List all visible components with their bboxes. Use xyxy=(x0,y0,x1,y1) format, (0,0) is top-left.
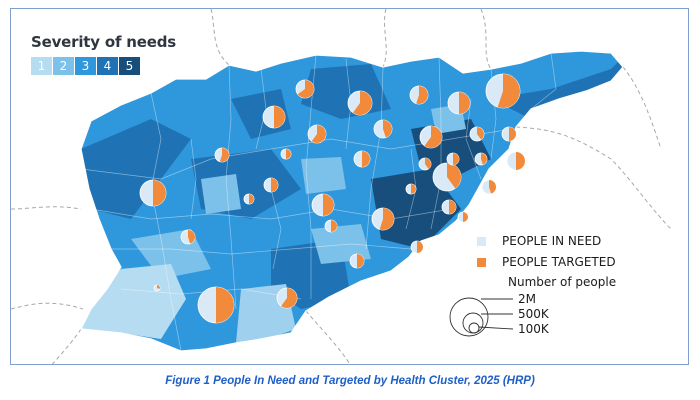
people-targeted-slice xyxy=(311,125,326,143)
size-label-100k: 100K xyxy=(518,322,549,336)
people-targeted-slice xyxy=(188,230,196,244)
district-level-4 xyxy=(81,119,191,219)
neighbour-borders xyxy=(11,9,672,364)
people-targeted-slice xyxy=(271,178,278,192)
people-targeted-slice xyxy=(379,208,394,231)
people-targeted-slice xyxy=(449,200,456,214)
legend-people-targeted: PEOPLE TARGETED xyxy=(477,255,616,269)
severity-legend-title: Severity of needs xyxy=(31,33,176,51)
people-targeted-slice xyxy=(411,184,416,194)
people-targeted-slice xyxy=(219,148,229,162)
severity-level-4: 4 xyxy=(97,57,118,75)
legend-number-title: Number of people xyxy=(508,275,616,289)
people-targeted-slice xyxy=(323,194,334,216)
size-label-2m: 2M xyxy=(518,292,536,306)
people-targeted-slice xyxy=(383,120,392,138)
people-targeted-slice xyxy=(157,285,160,289)
people-targeted-slice xyxy=(286,149,291,159)
severity-level-1: 1 xyxy=(31,57,52,75)
people-targeted-swatch xyxy=(477,257,486,267)
people-targeted-slice xyxy=(281,288,297,308)
district-level-2 xyxy=(301,157,346,194)
people-in-need-label: PEOPLE IN NEED xyxy=(502,234,602,248)
severity-level-3: 3 xyxy=(75,57,96,75)
country-outline xyxy=(80,50,624,352)
people-targeted-slice xyxy=(489,180,497,194)
people-targeted-slice xyxy=(153,180,166,206)
afghanistan-severity-map xyxy=(11,9,672,364)
people-targeted-slice xyxy=(297,80,314,98)
people-targeted-slice xyxy=(416,86,428,105)
people-targeted-slice xyxy=(459,92,470,114)
people-targeted-slice xyxy=(331,220,337,232)
district-level-5 xyxy=(371,169,461,249)
people-targeted-slice xyxy=(463,212,468,222)
people-targeted-slice xyxy=(216,287,234,323)
district-level-2 xyxy=(201,174,241,214)
people-targeted-slice xyxy=(424,126,442,148)
district-level-4 xyxy=(491,59,623,119)
people-targeted-slice xyxy=(516,152,525,170)
people-targeted-slice xyxy=(477,127,484,140)
people-targeted-slice xyxy=(249,194,254,204)
people-targeted-slice xyxy=(417,241,423,253)
severity-level-2: 2 xyxy=(53,57,74,75)
number-of-people-label: Number of people xyxy=(508,275,617,289)
people-targeted-slice xyxy=(425,158,431,169)
people-targeted-slice xyxy=(509,127,516,141)
size-label-500k: 500K xyxy=(518,307,549,321)
province-pie-markers xyxy=(139,73,526,324)
legend-people-in-need: PEOPLE IN NEED xyxy=(477,234,601,248)
people-in-need-swatch xyxy=(477,236,486,246)
people-targeted-slice xyxy=(481,153,487,165)
size-legend-circles xyxy=(449,297,514,337)
people-targeted-label: PEOPLE TARGETED xyxy=(502,255,616,269)
people-targeted-slice xyxy=(453,153,459,165)
figure-caption: Figure 1 People In Need and Targeted by … xyxy=(165,375,535,387)
people-targeted-slice xyxy=(357,254,364,268)
people-targeted-slice xyxy=(447,163,461,189)
people-targeted-slice xyxy=(352,91,372,115)
people-targeted-slice xyxy=(497,74,520,108)
people-targeted-slice xyxy=(362,151,370,167)
severity-level-5: 5 xyxy=(119,57,140,75)
people-targeted-slice xyxy=(274,106,285,128)
